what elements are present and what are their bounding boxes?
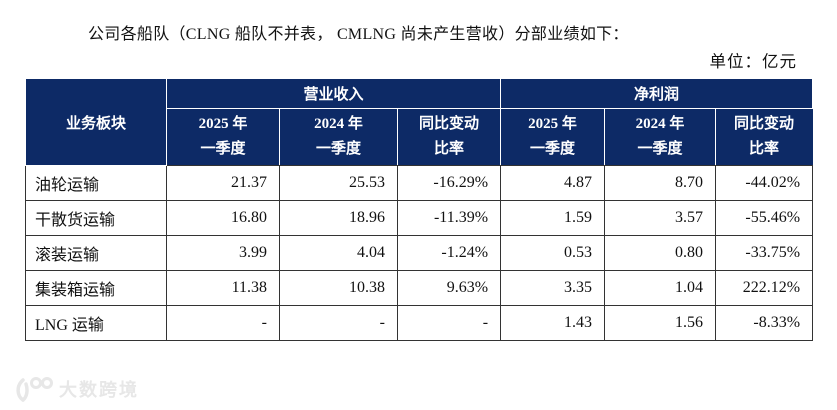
col-header-profit-yoy-change: 同比变动 比率 — [715, 108, 814, 166]
cell-value: -11.39% — [396, 200, 502, 236]
cell-value: -33.75% — [715, 235, 814, 271]
cell-value: 0.80 — [604, 235, 717, 271]
col-header-line: 一季度 — [637, 141, 683, 157]
watermark: 大数跨境 — [14, 376, 139, 402]
col-header-revenue-2025q1: 2025 年 一季度 — [166, 108, 280, 166]
table-row-lng: LNG 运输 - - - 1.43 1.56 -8.33% — [25, 305, 814, 341]
col-header-revenue-2024q1: 2024 年 一季度 — [279, 108, 398, 166]
col-header-line: 2024 年 — [635, 116, 685, 133]
cell-value: 1.56 — [604, 305, 717, 341]
col-header-line: 2025 年 — [198, 116, 248, 133]
table-row-dry-bulk: 干散货运输 16.80 18.96 -11.39% 1.59 3.57 -55.… — [25, 200, 814, 236]
cell-value: 11.38 — [166, 270, 280, 306]
cell-value: -55.46% — [715, 200, 814, 236]
cell-value: 21.37 — [166, 165, 280, 201]
col-header-business-segment: 业务板块 — [25, 78, 167, 166]
col-header-line: 一季度 — [200, 141, 246, 157]
row-label: 集装箱运输 — [25, 270, 167, 306]
row-label: LNG 运输 — [25, 305, 167, 341]
col-header-line: 比率 — [434, 141, 465, 157]
cell-value: 8.70 — [604, 165, 717, 201]
row-label: 油轮运输 — [25, 165, 167, 201]
cell-value: -8.33% — [715, 305, 814, 341]
watermark-logo-icon — [16, 377, 53, 402]
cell-value: 4.87 — [500, 165, 606, 201]
col-header-line: 同比变动 — [734, 116, 795, 133]
cell-value: 9.63% — [396, 270, 502, 306]
group-header-net-profit: 净利润 — [500, 78, 814, 109]
cell-value: -1.24% — [396, 235, 502, 271]
cell-value: 3.57 — [604, 200, 717, 236]
col-header-line: 一季度 — [315, 141, 361, 157]
section-title: 公司各船队（CLNG 船队不并表， CMLNG 尚未产生营收）分部业绩如下： — [88, 26, 629, 43]
cell-value: 1.59 — [500, 200, 606, 236]
table-row-container: 集装箱运输 11.38 10.38 9.63% 3.35 1.04 222.12… — [25, 270, 814, 306]
cell-value: 16.80 — [166, 200, 280, 236]
col-header-line: 一季度 — [530, 141, 576, 157]
col-header-profit-2025q1: 2025 年 一季度 — [500, 108, 606, 166]
cell-value: 0.53 — [500, 235, 606, 271]
cell-value: 10.38 — [279, 270, 398, 306]
table-row-oil-tanker: 油轮运输 21.37 25.53 -16.29% 4.87 8.70 -44.0… — [25, 165, 814, 201]
cell-value: 18.96 — [279, 200, 398, 236]
row-label: 干散货运输 — [25, 200, 167, 236]
col-header-revenue-yoy-change: 同比变动 比率 — [396, 108, 502, 166]
row-label: 滚装运输 — [25, 235, 167, 271]
cell-value: 4.04 — [279, 235, 398, 271]
cell-value: 222.12% — [715, 270, 814, 306]
col-header-line: 2024 年 — [314, 116, 363, 133]
cell-value: 1.04 — [604, 270, 717, 306]
cell-value: - — [279, 305, 398, 341]
segment-performance-table: 业务板块 营业收入 净利润 2025 年 一季度 2024 年 一季度 同比变动… — [25, 78, 814, 341]
col-header-profit-2024q1: 2024 年 一季度 — [604, 108, 717, 166]
cell-value: - — [166, 305, 280, 341]
col-header-line: 同比变动 — [419, 116, 480, 133]
cell-value: -44.02% — [715, 165, 814, 201]
col-header-line: 比率 — [749, 141, 780, 157]
cell-value: -16.29% — [396, 165, 502, 201]
cell-value: 3.35 — [500, 270, 606, 306]
unit-label: 单位：亿元 — [709, 52, 797, 71]
watermark-text: 大数跨境 — [59, 380, 139, 400]
cell-value: 25.53 — [279, 165, 398, 201]
cell-value: 1.43 — [500, 305, 606, 341]
table-row-roro: 滚装运输 3.99 4.04 -1.24% 0.53 0.80 -33.75% — [25, 235, 814, 271]
cell-value: 3.99 — [166, 235, 280, 271]
cell-value: - — [396, 305, 502, 341]
group-header-operating-revenue: 营业收入 — [165, 78, 502, 109]
col-header-line: 2025 年 — [528, 116, 577, 133]
